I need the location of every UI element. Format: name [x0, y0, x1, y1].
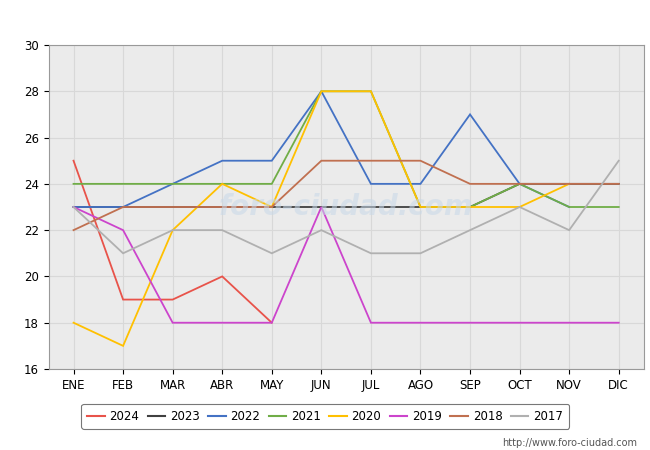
Text: foro-ciudad.com: foro-ciudad.com [219, 193, 473, 221]
Text: http://www.foro-ciudad.com: http://www.foro-ciudad.com [502, 438, 637, 448]
Text: Afiliados en Adradas a 31/5/2024: Afiliados en Adradas a 31/5/2024 [187, 11, 463, 29]
Legend: 2024, 2023, 2022, 2021, 2020, 2019, 2018, 2017: 2024, 2023, 2022, 2021, 2020, 2019, 2018… [81, 404, 569, 429]
